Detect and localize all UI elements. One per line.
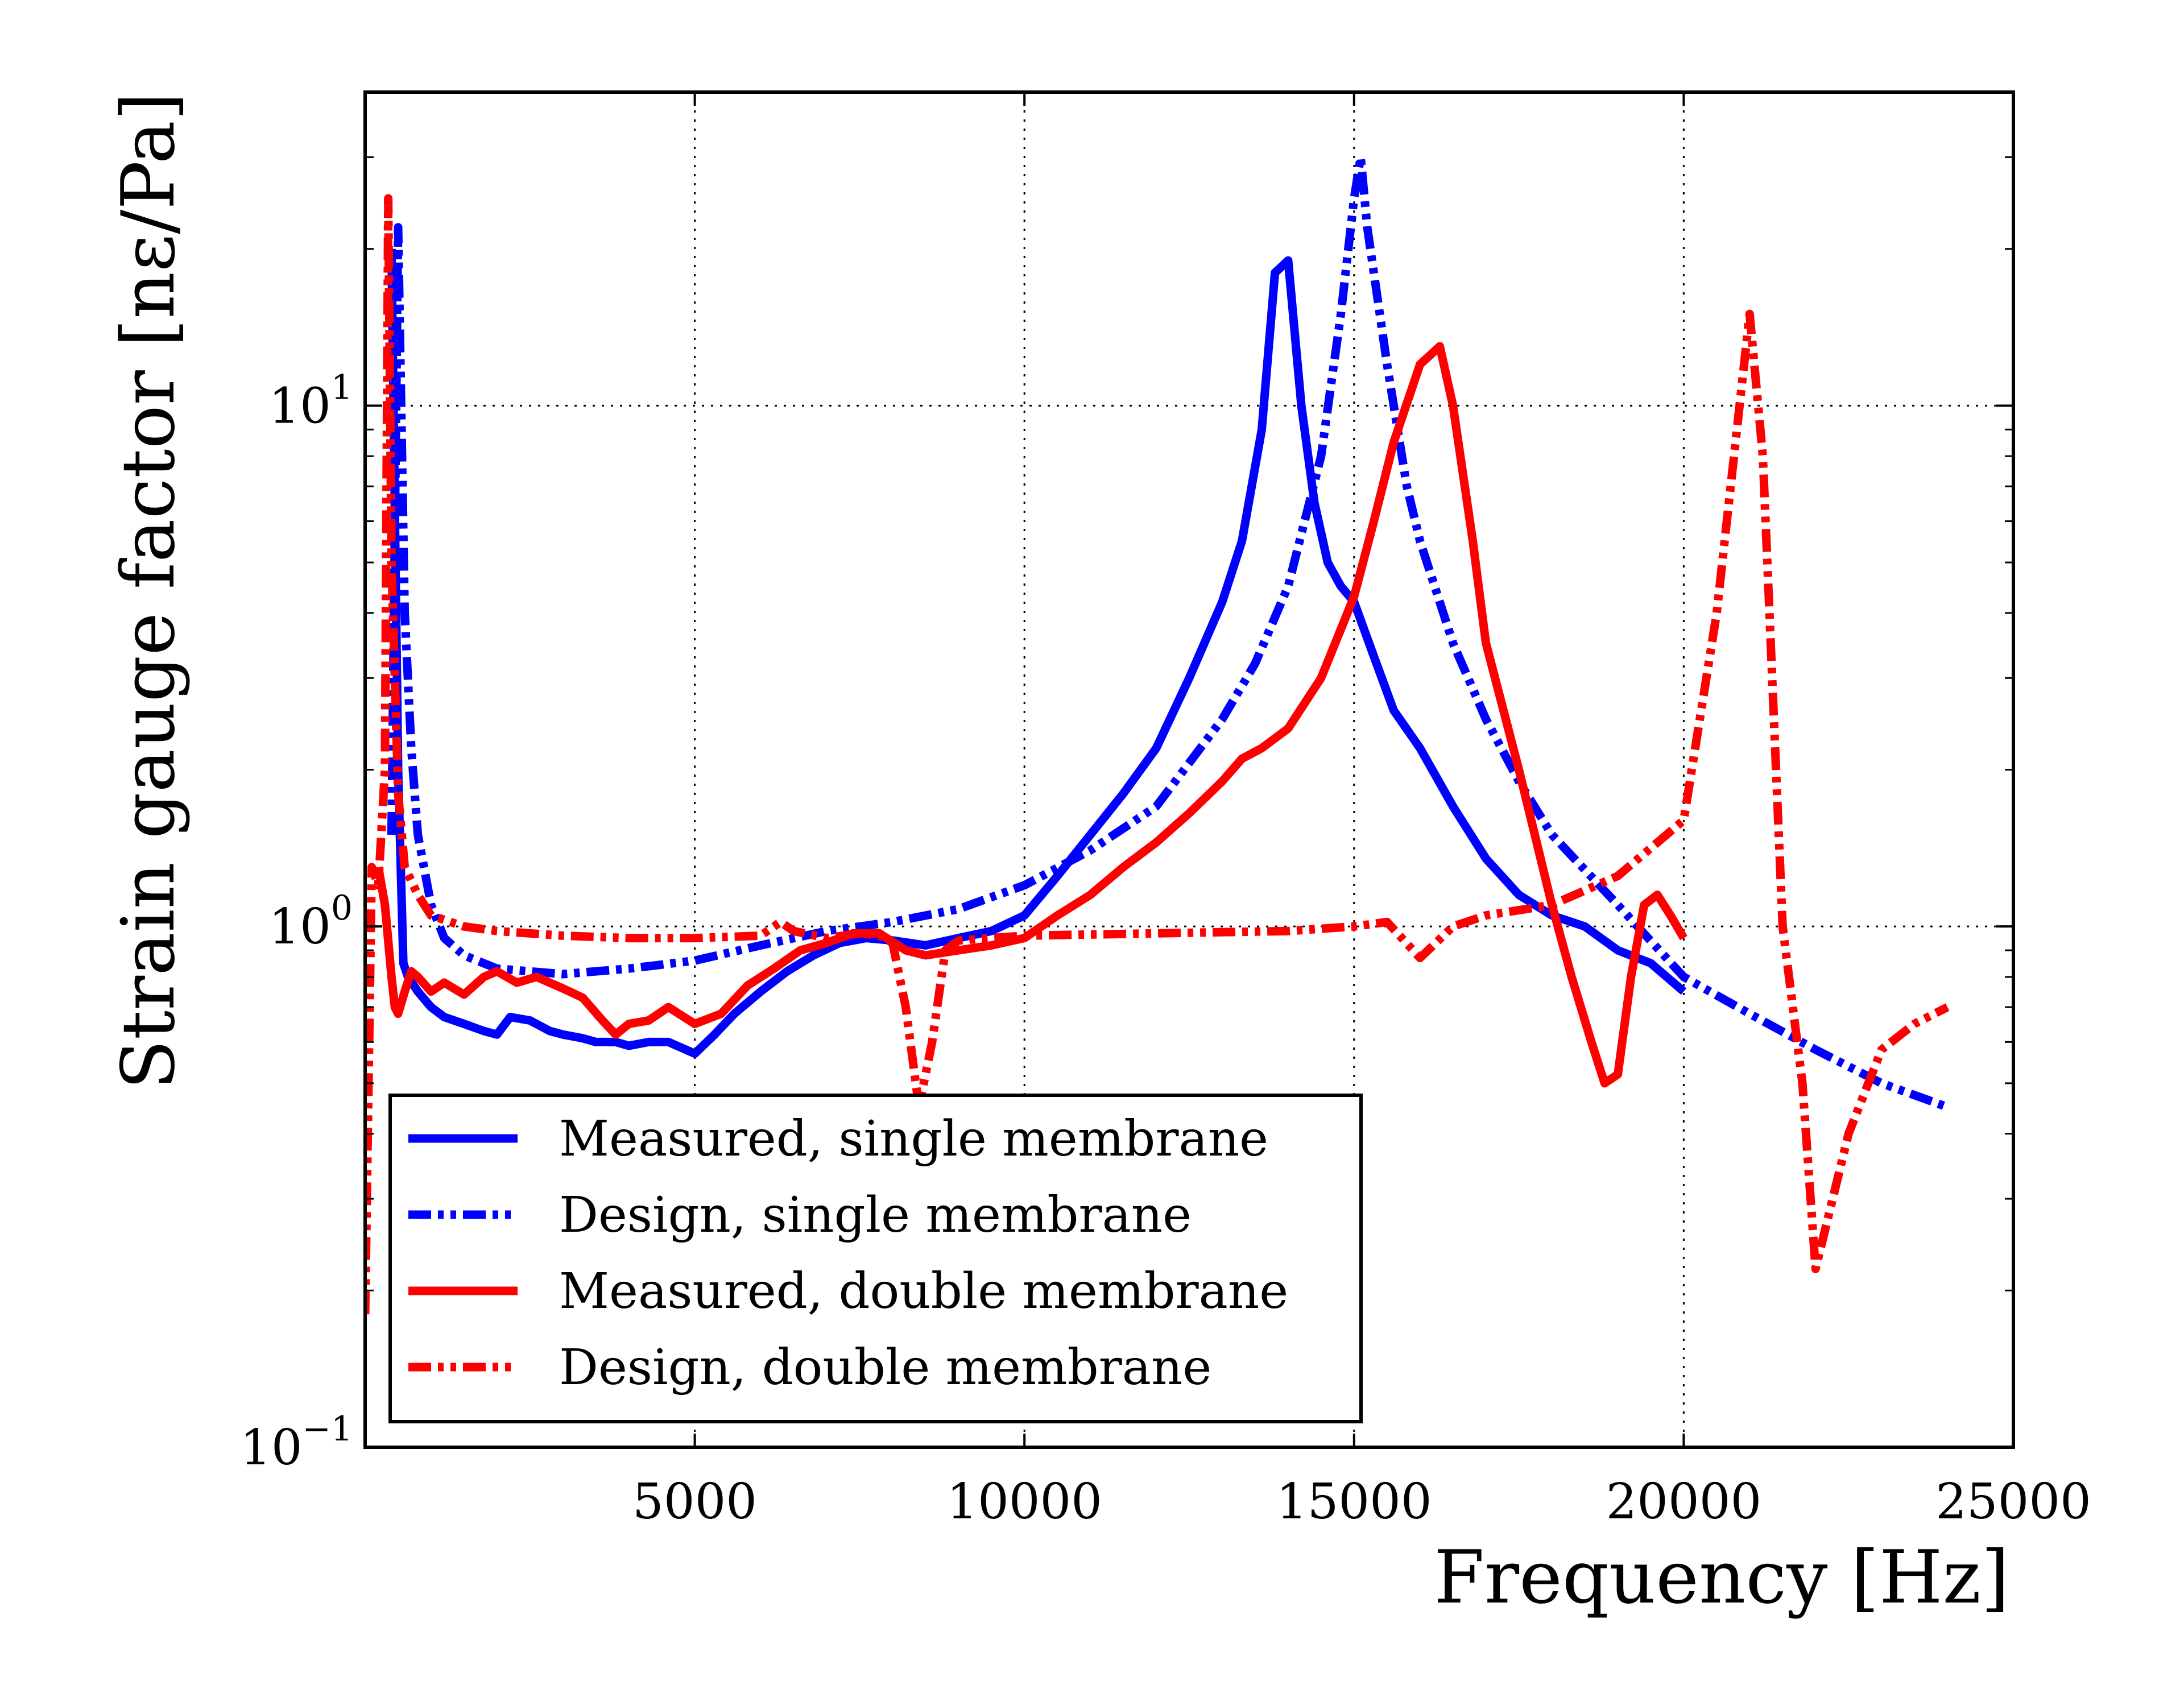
legend-label-3: Measured, double membrane [559,1263,1288,1320]
y-tick-label: 101 [268,367,353,434]
y-axis-label: Strain gauge factor [nε/Pa] [106,92,191,1090]
y-tick-label: 10−1 [240,1409,353,1476]
x-axis-ticks: 5000 10000 15000 20000 25000 [632,92,2091,1530]
x-axis-label: Frequency [Hz] [1434,1535,2009,1620]
legend-frame [388,1094,1363,1423]
x-tick-label: 5000 [632,1473,757,1530]
legend-label-2: Design, single membrane [559,1187,1192,1244]
x-tick-label: 20000 [1606,1473,1762,1530]
x-tick-label: 10000 [946,1473,1102,1530]
x-tick-label: 25000 [1935,1473,2091,1530]
y-axis-ticks: 10−1 100 101 [240,367,2013,1476]
plot-frame [363,90,2015,1449]
series-line-3 [374,342,1687,1088]
legend-label-4: Design, double membrane [559,1339,1211,1396]
series-line-1 [387,249,1687,1058]
x-tick-label: 15000 [1276,1473,1432,1530]
legend-label-1: Measured, single membrane [559,1111,1268,1167]
legend: Measured, single membrane Design, single … [388,1094,1363,1423]
y-tick-label: 100 [268,888,353,955]
